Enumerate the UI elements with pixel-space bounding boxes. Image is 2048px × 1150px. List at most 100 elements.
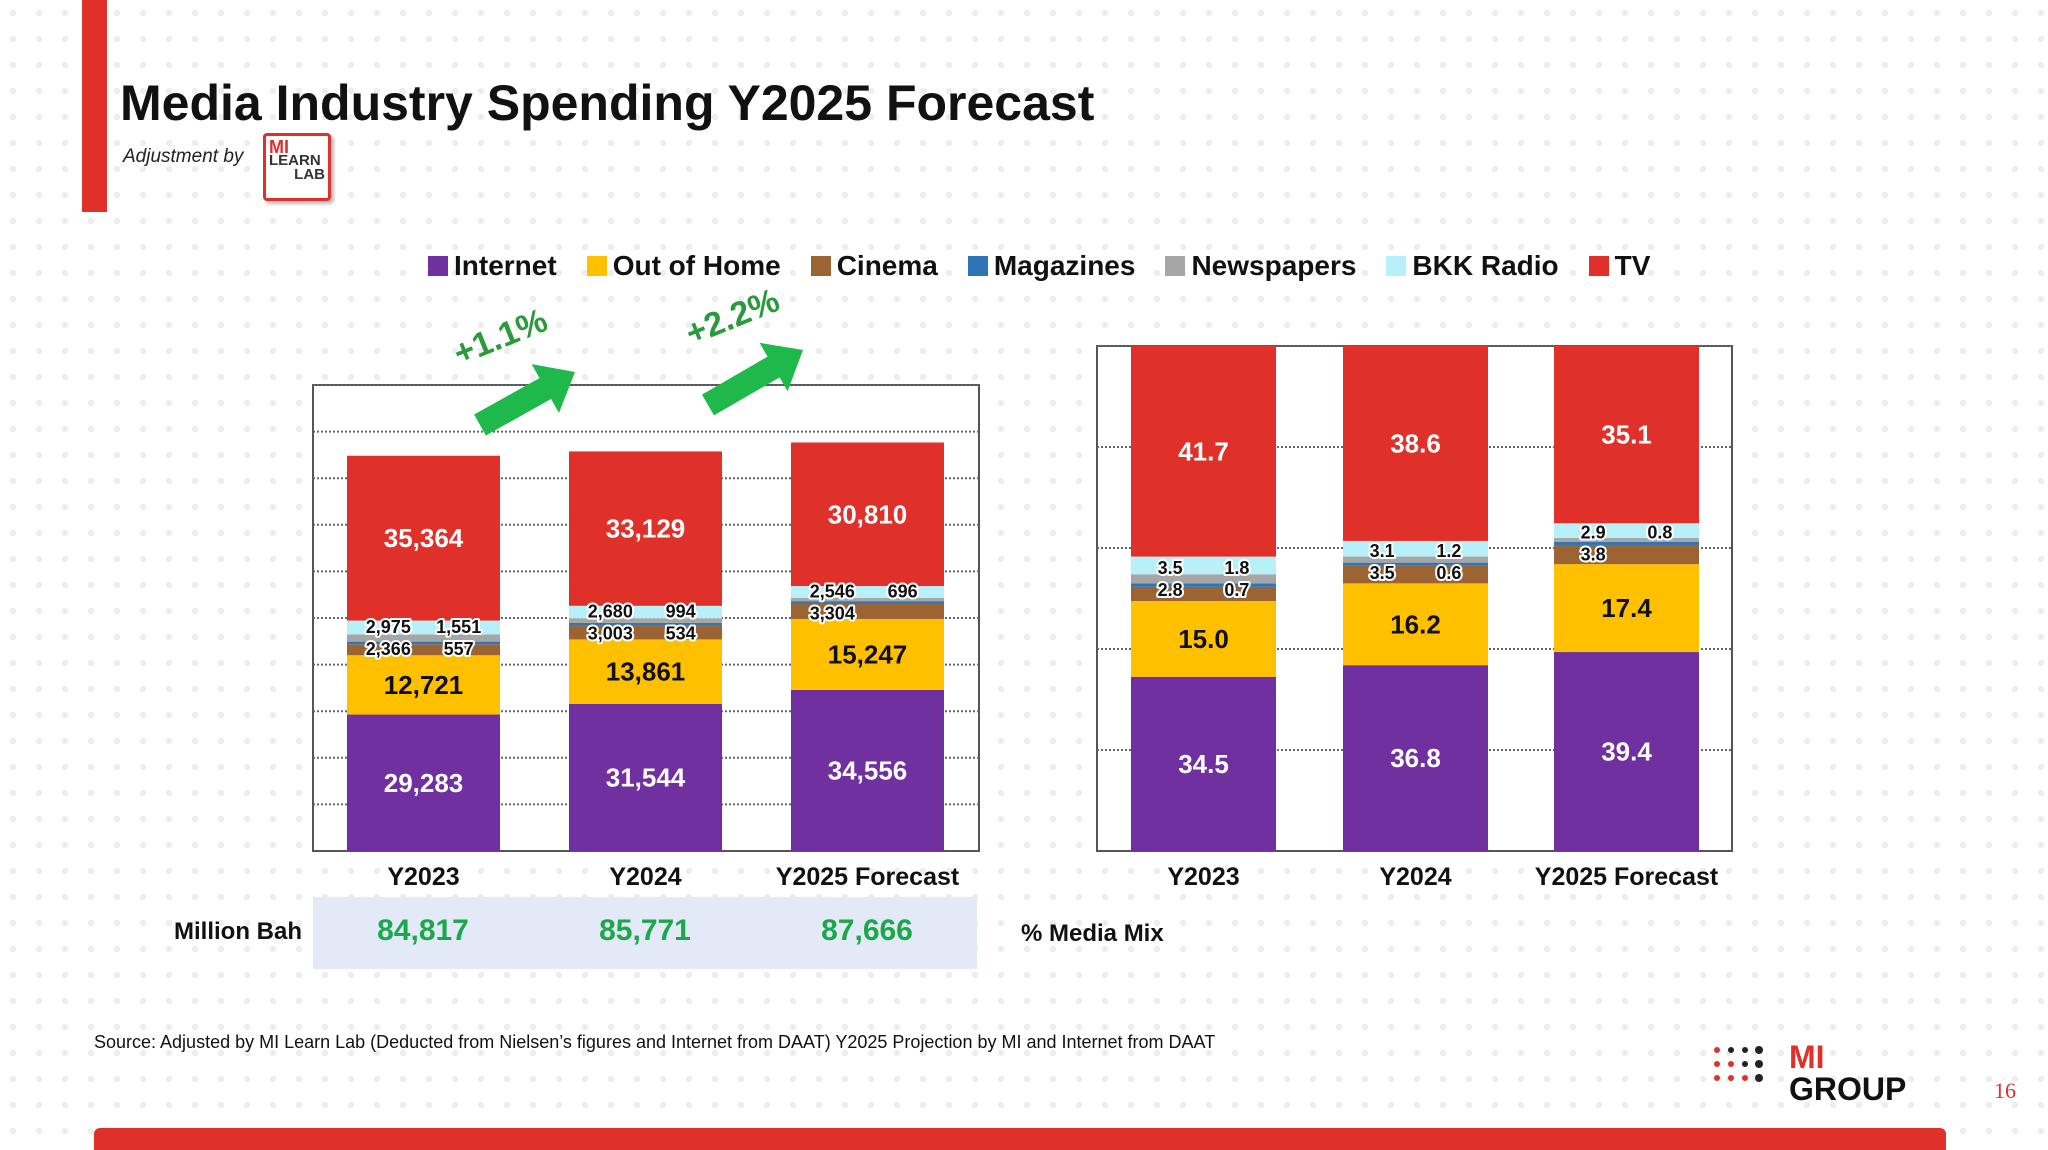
data-label: 3,304 [810,603,855,623]
data-label: 13,861 [606,657,686,687]
bar-tv [1343,346,1488,541]
data-label: 2,975 [366,617,411,637]
legend-item-tv: TV [1588,250,1651,282]
data-label: 30,810 [828,499,908,529]
data-label: 0.8 [1647,523,1672,543]
data-label: 1.2 [1436,541,1461,561]
data-label: 0.6 [1436,563,1461,583]
category-label: Y2024 [1379,863,1451,891]
data-label: 1,551 [436,617,481,637]
totals-box [313,897,977,969]
legend-item-cinema: Cinema [810,250,938,282]
bar-magazines [569,622,722,626]
data-label: 29,283 [384,768,464,798]
bar-tv [347,455,500,621]
media-mix-label: % Media Mix [1021,920,1164,947]
data-label: 3.8 [1581,545,1606,565]
bar-magazines [791,601,944,604]
data-label: 34.5 [1178,749,1229,779]
bar-cinema [791,603,944,619]
legend-item-newspapers: Newspapers [1165,250,1356,282]
growth-arrow-icon [474,364,575,436]
data-label: 2,680 [588,602,633,622]
data-label: 33,129 [606,514,686,544]
bar-tv [791,442,944,587]
data-label: 3.5 [1370,563,1395,583]
data-label: 12,721 [384,670,464,700]
data-label: 1.8 [1224,558,1249,578]
bar-tv [1554,346,1699,524]
bar-tv [1131,346,1276,557]
source-note: Source: Adjusted by MI Learn Lab (Deduct… [94,1032,1216,1052]
data-label: 15,247 [828,639,908,669]
bar-out-of-home [569,639,722,705]
bar-newspapers [791,597,944,602]
bar-cinema [1131,586,1276,602]
data-label: 38.6 [1390,428,1441,458]
data-label: 2,546 [810,581,855,601]
brand-mi: MI [1789,1040,1825,1075]
data-label: 3.5 [1158,558,1183,578]
bar-out-of-home [1343,583,1488,666]
bar-internet [347,714,500,851]
accent-bar [82,0,107,212]
data-label: 39.4 [1601,737,1652,767]
bar-newspapers [1131,574,1276,584]
legend-label: TV [1614,250,1651,281]
bar-bkk-radio [1343,540,1488,557]
bar-tv [569,451,722,606]
bar-out-of-home [1554,564,1699,653]
data-label: 557 [444,639,474,659]
bar-bkk-radio [791,586,944,598]
category-label: Y2025 Forecast [776,863,960,891]
bar-magazines [1343,562,1488,566]
data-label: 2,366 [366,639,411,659]
page-title: Media Industry Spending Y2025 Forecast [120,75,1095,131]
data-label: 3,003 [588,624,633,644]
data-label: 2.9 [1581,523,1606,543]
data-label: 2.8 [1158,580,1183,600]
legend-item-internet: Internet [428,250,557,282]
data-label: 35.1 [1601,420,1652,450]
data-label: 3.1 [1370,541,1395,561]
category-label: Y2023 [387,863,459,891]
data-label: 994 [666,602,696,622]
legend-item-out-of-home: Out of Home [586,250,781,282]
data-label: 16.2 [1390,609,1441,639]
bar-newspapers [1554,537,1699,542]
mi-learn-lab-logo: MI LEARN LAB [263,133,331,201]
legend-swatch [810,256,831,276]
bar-cinema [347,644,500,656]
logo-lab: LAB [294,166,325,183]
legend-item-bkk-radio: BKK Radio [1386,250,1559,282]
bar-out-of-home [347,655,500,715]
legend-label: Out of Home [612,250,781,281]
legend-swatch [967,256,988,276]
data-label: 17.4 [1601,593,1652,623]
growth-arrow-icon [701,342,803,416]
legend-swatch [1386,256,1407,276]
brand-group: GROUP [1789,1071,1906,1104]
bar-newspapers [1343,556,1488,563]
bar-internet [1131,676,1276,851]
bar-out-of-home [791,618,944,690]
bar-out-of-home [1131,601,1276,677]
legend-label: Internet [454,250,557,281]
bar-magazines [347,641,500,645]
bar-bkk-radio [347,620,500,635]
total-y2025: 87,666 [821,914,913,947]
legend-swatch [428,256,448,276]
bar-bkk-radio [1554,523,1699,538]
bar-bkk-radio [569,605,722,619]
total-y2024: 85,771 [599,914,691,947]
legend-item-magazines: Magazines [967,250,1135,282]
footer-bar [94,1128,1946,1150]
data-label: 534 [666,624,696,644]
adjustment-label: Adjustment by [123,146,244,167]
bar-internet [569,704,722,851]
category-label: Y2024 [609,863,681,891]
data-label: 35,364 [384,523,464,553]
mi-group-logo: MI GROUP [1714,1040,1906,1104]
data-label: 34,556 [828,755,908,785]
